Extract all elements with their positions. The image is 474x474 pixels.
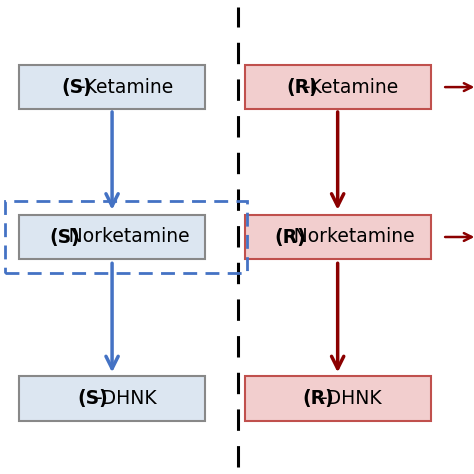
Text: -Norketamine: -Norketamine <box>287 228 415 246</box>
FancyBboxPatch shape <box>245 215 431 259</box>
Text: (R): (R) <box>274 228 306 246</box>
Text: -Ketamine: -Ketamine <box>303 78 399 97</box>
Text: -Norketamine: -Norketamine <box>62 228 190 246</box>
Text: -Ketamine: -Ketamine <box>78 78 173 97</box>
FancyBboxPatch shape <box>19 376 205 421</box>
Text: (S): (S) <box>50 228 81 246</box>
FancyBboxPatch shape <box>19 215 205 259</box>
FancyBboxPatch shape <box>19 65 205 109</box>
Text: -DHNK: -DHNK <box>320 389 382 408</box>
Text: -DHNK: -DHNK <box>95 389 156 408</box>
Text: (S): (S) <box>77 389 108 408</box>
FancyBboxPatch shape <box>245 376 431 421</box>
Text: (S): (S) <box>61 78 92 97</box>
Text: (R): (R) <box>286 78 318 97</box>
Text: (R): (R) <box>302 389 334 408</box>
FancyBboxPatch shape <box>245 65 431 109</box>
